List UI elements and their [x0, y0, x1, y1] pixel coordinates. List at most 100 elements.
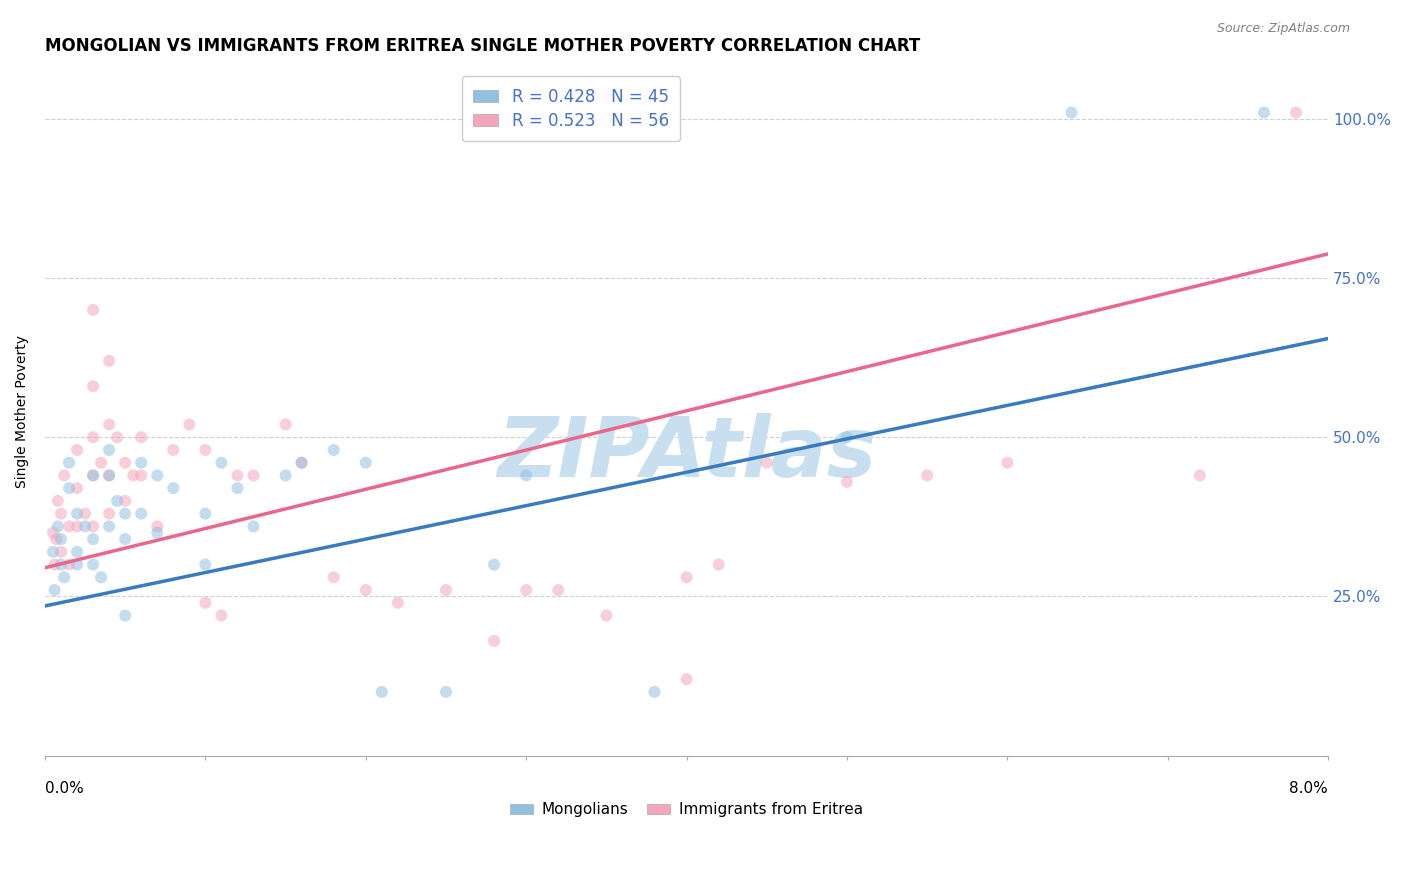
Point	[482, 634, 505, 648]
Point	[66, 481, 89, 495]
Point	[129, 430, 152, 444]
Point	[371, 685, 394, 699]
Point	[114, 608, 136, 623]
Point	[515, 468, 537, 483]
Point	[49, 545, 72, 559]
Point	[44, 558, 66, 572]
Text: ZIPAtlas: ZIPAtlas	[496, 412, 876, 493]
Point	[75, 519, 97, 533]
Point	[274, 417, 297, 432]
Point	[66, 558, 89, 572]
Point	[915, 468, 938, 483]
Point	[226, 468, 249, 483]
Point	[58, 558, 80, 572]
Point	[291, 456, 314, 470]
Point	[194, 558, 217, 572]
Point	[90, 570, 112, 584]
Point	[82, 519, 104, 533]
Point	[42, 545, 65, 559]
Legend: Mongolians, Immigrants from Eritrea: Mongolians, Immigrants from Eritrea	[503, 797, 869, 823]
Point	[66, 545, 89, 559]
Point	[98, 468, 121, 483]
Point	[643, 685, 665, 699]
Point	[49, 532, 72, 546]
Point	[49, 507, 72, 521]
Point	[114, 532, 136, 546]
Point	[146, 525, 169, 540]
Point	[226, 481, 249, 495]
Y-axis label: Single Mother Poverty: Single Mother Poverty	[15, 335, 30, 488]
Point	[98, 507, 121, 521]
Text: MONGOLIAN VS IMMIGRANTS FROM ERITREA SINGLE MOTHER POVERTY CORRELATION CHART: MONGOLIAN VS IMMIGRANTS FROM ERITREA SIN…	[45, 37, 920, 55]
Point	[434, 582, 457, 597]
Point	[82, 302, 104, 317]
Point	[53, 570, 76, 584]
Point	[162, 442, 184, 457]
Point	[291, 456, 314, 470]
Point	[242, 468, 264, 483]
Point	[114, 494, 136, 508]
Point	[194, 442, 217, 457]
Point	[242, 519, 264, 533]
Point	[354, 456, 377, 470]
Point	[835, 430, 858, 444]
Point	[1060, 105, 1083, 120]
Point	[45, 532, 67, 546]
Text: Source: ZipAtlas.com: Source: ZipAtlas.com	[1216, 22, 1350, 36]
Point	[129, 456, 152, 470]
Point	[98, 417, 121, 432]
Point	[194, 507, 217, 521]
Point	[1253, 105, 1275, 120]
Point	[755, 456, 778, 470]
Point	[122, 468, 145, 483]
Point	[82, 468, 104, 483]
Point	[98, 519, 121, 533]
Point	[49, 558, 72, 572]
Point	[146, 519, 169, 533]
Point	[322, 570, 344, 584]
Point	[547, 582, 569, 597]
Point	[129, 507, 152, 521]
Point	[98, 468, 121, 483]
Point	[595, 608, 617, 623]
Point	[675, 672, 697, 686]
Point	[129, 468, 152, 483]
Point	[42, 525, 65, 540]
Text: 8.0%: 8.0%	[1289, 781, 1329, 797]
Point	[98, 354, 121, 368]
Point	[82, 430, 104, 444]
Point	[98, 442, 121, 457]
Point	[82, 532, 104, 546]
Point	[209, 456, 232, 470]
Point	[58, 519, 80, 533]
Point	[482, 558, 505, 572]
Point	[387, 596, 409, 610]
Point	[53, 468, 76, 483]
Point	[75, 507, 97, 521]
Point	[66, 507, 89, 521]
Point	[46, 519, 69, 533]
Point	[995, 456, 1018, 470]
Point	[707, 558, 730, 572]
Point	[90, 456, 112, 470]
Point	[66, 442, 89, 457]
Point	[1188, 468, 1211, 483]
Point	[1285, 105, 1308, 120]
Point	[162, 481, 184, 495]
Point	[82, 379, 104, 393]
Point	[114, 507, 136, 521]
Point	[105, 430, 128, 444]
Point	[434, 685, 457, 699]
Point	[354, 582, 377, 597]
Point	[46, 494, 69, 508]
Point	[194, 596, 217, 610]
Point	[58, 481, 80, 495]
Point	[675, 570, 697, 584]
Text: 0.0%: 0.0%	[45, 781, 84, 797]
Point	[274, 468, 297, 483]
Point	[209, 608, 232, 623]
Point	[322, 442, 344, 457]
Point	[835, 475, 858, 489]
Point	[179, 417, 201, 432]
Point	[114, 456, 136, 470]
